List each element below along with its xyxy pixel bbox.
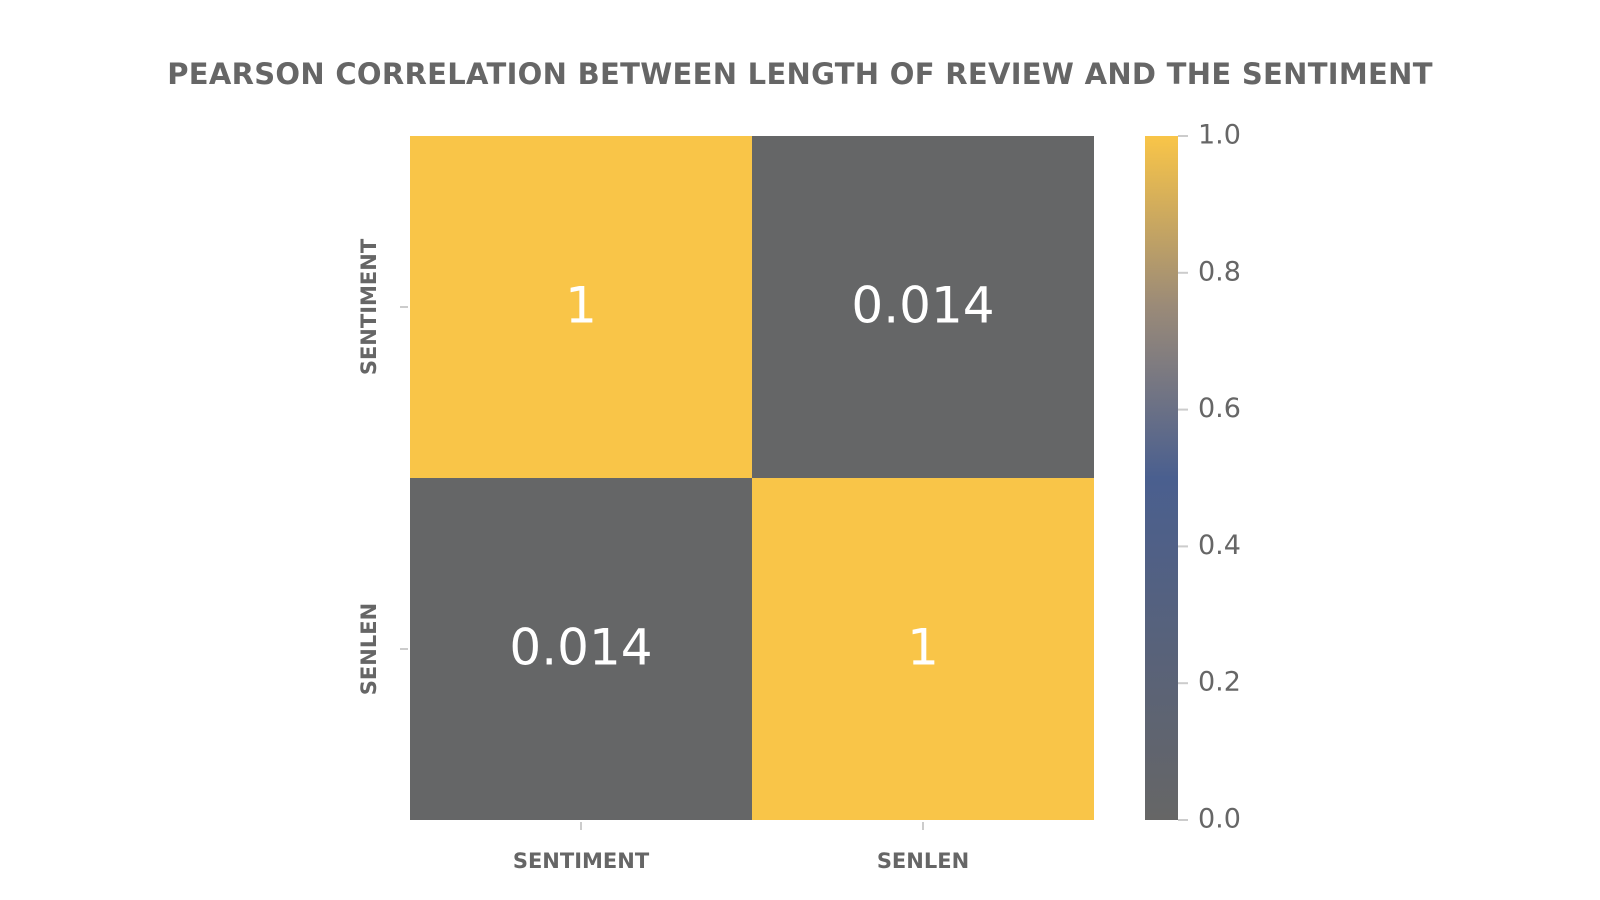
heatmap-cell-0-1 [752,136,1094,478]
colorbar-ticks: 0.0 0.2 0.4 0.6 0.8 1.0 [1178,120,1241,835]
y-tick-label: SENLEN [357,603,381,695]
chart-title: PEARSON CORRELATION BETWEEN LENGTH OF RE… [167,57,1433,91]
heatmap-cell-0-0 [410,136,752,478]
heatmap-cell-1-0 [410,478,752,820]
colorbar-tick-label: 0.2 [1198,667,1241,698]
y-tick-label: SENTIMENT [357,238,381,375]
heatmap-cell-1-1 [752,478,1094,820]
cell-value-label: 0.014 [509,619,652,677]
x-tick-label: SENLEN [877,849,969,873]
colorbar [1145,136,1178,820]
colorbar-tick-label: 0.6 [1198,393,1241,424]
colorbar-tick-label: 0.0 [1198,804,1241,835]
colorbar-tick-label: 0.4 [1198,530,1241,561]
y-axis: SENTIMENT SENLEN [357,238,408,695]
cell-value-label: 0.014 [851,277,994,335]
x-tick-label: SENTIMENT [513,849,650,873]
heatmap-cells: 1 0.014 0.014 1 [410,136,1094,820]
cell-value-label: 1 [907,619,939,677]
colorbar-tick-label: 1.0 [1198,120,1241,151]
colorbar-tick-label: 0.8 [1198,256,1241,287]
x-axis: SENTIMENT SENLEN [513,822,969,873]
colorbar-gradient [1145,136,1178,820]
cell-value-label: 1 [565,277,597,335]
